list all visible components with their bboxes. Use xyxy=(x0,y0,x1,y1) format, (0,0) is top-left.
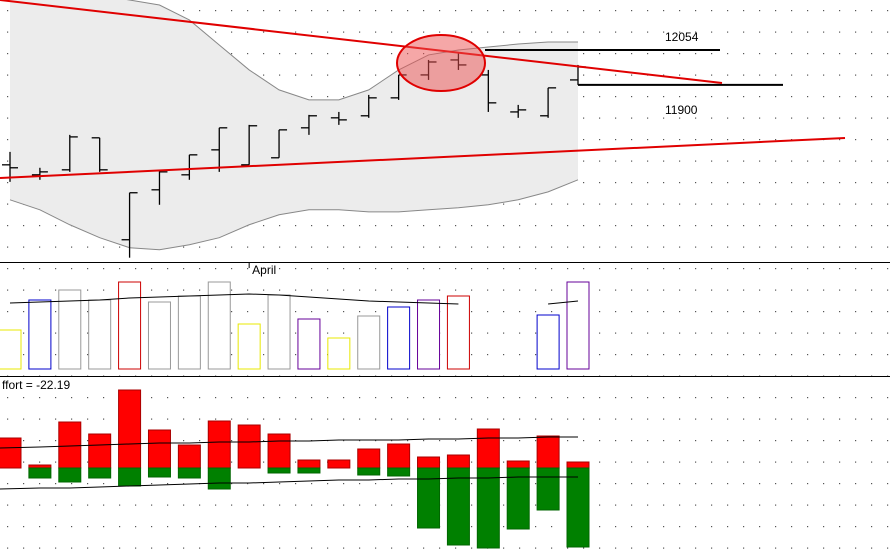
effort-down xyxy=(147,467,171,478)
volume-bar xyxy=(177,295,201,370)
effort-down xyxy=(297,467,321,474)
volume-bar xyxy=(28,299,52,370)
highlight-ellipse xyxy=(396,34,486,92)
effort-down xyxy=(88,467,112,479)
level-label: 12054 xyxy=(665,30,699,44)
effort-up xyxy=(297,459,321,469)
effort-up xyxy=(566,461,590,469)
effort-up xyxy=(118,389,142,469)
volume-bar xyxy=(118,281,142,370)
volume-bar xyxy=(88,299,112,370)
effort-down xyxy=(417,467,441,529)
effort-down xyxy=(177,467,201,479)
effort-down xyxy=(566,467,590,548)
effort-up xyxy=(357,448,381,469)
effort-band xyxy=(0,476,578,490)
effort-up xyxy=(207,420,231,469)
volume-ma xyxy=(548,300,579,305)
effort-down xyxy=(506,467,530,530)
x-tick-label: April xyxy=(252,263,276,277)
volume-bar xyxy=(387,306,411,370)
annotations xyxy=(0,0,846,179)
effort-down xyxy=(28,467,52,479)
effort-up xyxy=(536,435,560,469)
volume-bar xyxy=(0,329,22,370)
effort-band xyxy=(0,436,578,449)
effort-up xyxy=(147,429,171,469)
effort-up xyxy=(387,443,411,469)
effort-down xyxy=(387,467,411,477)
effort-up xyxy=(446,454,470,469)
volume-ma xyxy=(9,293,459,305)
band-line xyxy=(9,179,579,251)
volume-bar xyxy=(147,301,171,370)
volume-bar xyxy=(237,323,261,370)
volume-bar xyxy=(58,289,82,370)
volume-bar xyxy=(417,299,441,370)
effort-up xyxy=(506,460,530,469)
effort-down xyxy=(267,467,291,474)
volume-bar xyxy=(267,294,291,370)
volume-bar xyxy=(207,281,231,370)
level-label: 11900 xyxy=(665,103,698,117)
volume-bar xyxy=(446,295,470,370)
effort-down xyxy=(118,467,142,487)
effort-down xyxy=(207,467,231,490)
trend-line xyxy=(0,0,723,84)
effort-up xyxy=(177,444,201,469)
volume-bar xyxy=(566,281,590,370)
effort-up xyxy=(58,421,82,469)
effort-label: ffort = -22.19 xyxy=(2,378,70,392)
band-line xyxy=(126,0,578,101)
effort-down xyxy=(476,467,500,549)
trend-line xyxy=(0,137,846,179)
effort-up xyxy=(327,459,351,469)
volume-bar xyxy=(297,318,321,370)
effort-up xyxy=(476,428,500,469)
effort-up xyxy=(88,433,112,469)
effort-down xyxy=(58,467,82,483)
effort-up xyxy=(267,433,291,469)
effort-up xyxy=(0,437,22,469)
effort-up xyxy=(237,424,261,469)
effort-down xyxy=(536,467,560,511)
effort-down xyxy=(357,467,381,476)
volume-bar xyxy=(536,314,560,370)
volume-bar xyxy=(327,337,351,370)
effort-down xyxy=(446,467,470,546)
volume-bar xyxy=(357,315,381,370)
effort-up xyxy=(417,456,441,469)
